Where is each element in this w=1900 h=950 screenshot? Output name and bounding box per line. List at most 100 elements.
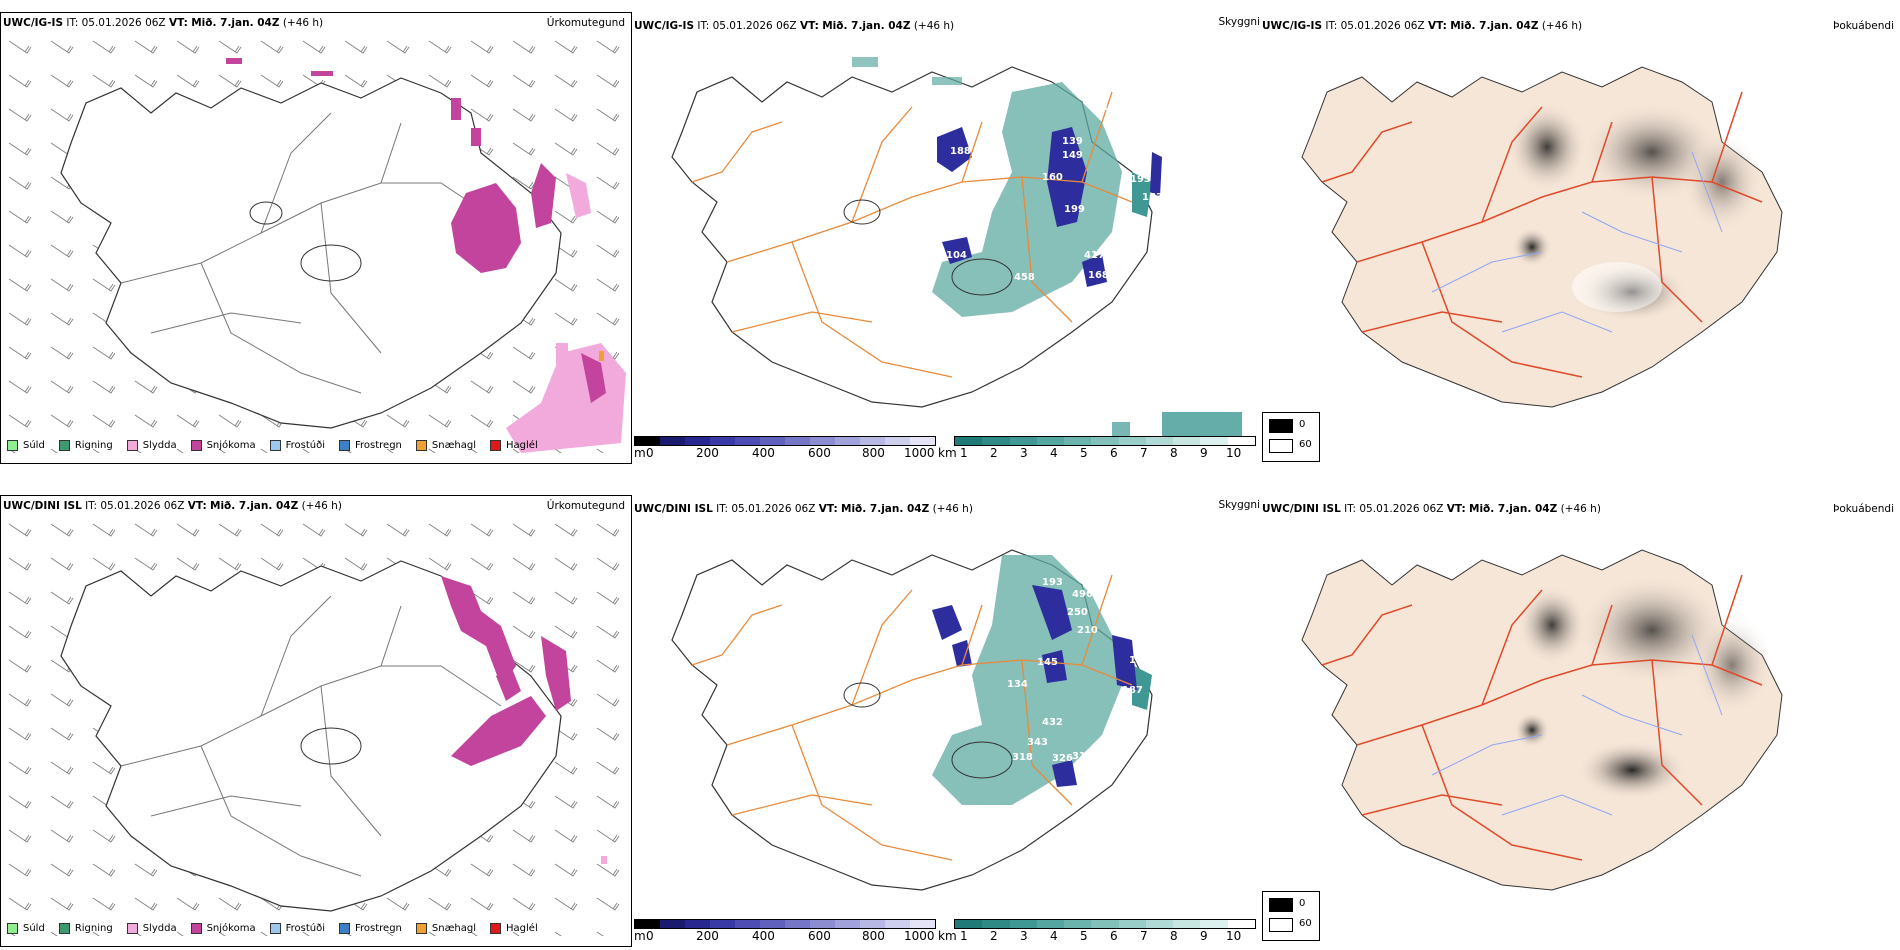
ceiling-panel-1: UWC/IG-IS IT: 05.01.2026 06Z VT: Mið. 7.… bbox=[632, 12, 1260, 464]
cbar-step bbox=[1145, 437, 1174, 445]
it-prefix: IT: bbox=[85, 500, 98, 512]
cloud-label-dark: 0 bbox=[1299, 419, 1306, 430]
vt-value: Mið. 7.jan. 04Z bbox=[191, 17, 280, 29]
fog-area bbox=[1517, 585, 1587, 665]
ceiling-label: 210 bbox=[1077, 625, 1098, 636]
cloud-swatch-dark bbox=[1269, 419, 1293, 433]
it-value: 05.01.2026 06Z bbox=[1359, 503, 1444, 515]
cbar-tick: 400 bbox=[752, 446, 775, 460]
precip-map-2 bbox=[1, 516, 631, 936]
cloud-swatch-light bbox=[1269, 439, 1293, 453]
vt-value: Mið. 7.jan. 04Z bbox=[1469, 503, 1558, 515]
cbar-step bbox=[1118, 437, 1146, 445]
cbar-tick: 5 bbox=[1080, 929, 1088, 943]
cbar-tick: 0 bbox=[646, 446, 654, 460]
snow-area bbox=[451, 696, 546, 766]
ceiling-label: 168 bbox=[1088, 270, 1109, 281]
legend-item: Frostregn bbox=[339, 923, 402, 934]
panel-header-1b: UWC/IG-IS IT: 05.01.2026 06Z VT: Mið. 7.… bbox=[634, 20, 954, 33]
cbar-step bbox=[810, 437, 835, 445]
precip-legend-1: Súld Rigning Slydda Snjókoma Frostúði Fr… bbox=[7, 440, 552, 451]
cbar-tick: 10 bbox=[1226, 929, 1242, 943]
cbar-step bbox=[1118, 920, 1146, 928]
panel-header-2a: UWC/DINI ISL IT: 05.01.2026 06Z VT: Mið.… bbox=[3, 500, 342, 513]
legend-swatch bbox=[190, 440, 202, 451]
cbar-step bbox=[982, 920, 1010, 928]
cbar-step bbox=[955, 437, 983, 445]
cbar-tick: 200 bbox=[696, 929, 719, 943]
legend-swatch bbox=[126, 923, 138, 934]
cbar-tick: 9 bbox=[1200, 446, 1208, 460]
ceiling-label: 160 bbox=[1042, 172, 1063, 183]
cbar-tick: 6 bbox=[1110, 446, 1118, 460]
cbar-step bbox=[835, 920, 860, 928]
cloud-map-1 bbox=[1301, 66, 1783, 408]
it-value: 05.01.2026 06Z bbox=[100, 500, 185, 512]
cbar-tick: 400 bbox=[752, 929, 775, 943]
glacier bbox=[843, 199, 881, 225]
lead-time: (+46 h) bbox=[301, 500, 342, 512]
cbar-step bbox=[910, 437, 935, 445]
cbar-step bbox=[982, 437, 1010, 445]
cbar-tick: 3 bbox=[1020, 929, 1028, 943]
cbar-step bbox=[1145, 920, 1174, 928]
legend-label: Frostregn bbox=[355, 440, 402, 451]
precip-title: Úrkomutegund bbox=[546, 500, 625, 512]
cbar-tick: 5 bbox=[1080, 446, 1088, 460]
cloud-swatch-dark bbox=[1269, 898, 1293, 912]
panel-header-2b: UWC/DINI ISL IT: 05.01.2026 06Z VT: Mið.… bbox=[634, 503, 973, 516]
ceiling-label: 432 bbox=[1042, 717, 1063, 728]
ceiling-label: 318 bbox=[1012, 752, 1033, 763]
cbar-step bbox=[685, 920, 710, 928]
glacier bbox=[300, 727, 362, 765]
cbar-step bbox=[685, 437, 710, 445]
legend-label: Frostregn bbox=[355, 923, 402, 934]
roads bbox=[691, 574, 1133, 861]
sleet-area bbox=[556, 343, 568, 383]
legend-item: Snjókoma bbox=[190, 440, 256, 451]
cloud-label-dark: 0 bbox=[1299, 898, 1306, 909]
ceiling-label: 326 bbox=[1052, 753, 1073, 764]
legend-label: Snjókoma bbox=[206, 923, 256, 934]
ceiling-label: 312 bbox=[1072, 751, 1093, 762]
row-2: UWC/DINI ISL IT: 05.01.2026 06Z VT: Mið.… bbox=[0, 487, 1900, 950]
ceiling-label: 187 bbox=[1122, 685, 1143, 696]
ceiling-label: 193 bbox=[1042, 577, 1063, 588]
visibility-area bbox=[1132, 665, 1152, 710]
glacier bbox=[951, 741, 1013, 779]
fog-area bbox=[1577, 740, 1687, 800]
ceiling-label: 125 bbox=[942, 712, 963, 723]
low-ceiling-area bbox=[952, 640, 972, 667]
ceiling-label: 188 bbox=[950, 146, 971, 157]
snow-area bbox=[471, 128, 481, 146]
ceiling-label: 250 bbox=[1067, 607, 1088, 618]
cbar-tick: 9 bbox=[1200, 929, 1208, 943]
it-prefix: IT: bbox=[716, 503, 729, 515]
cloud-label-light: 60 bbox=[1299, 918, 1312, 929]
legend-item: Snæhagl bbox=[415, 440, 476, 451]
cbar-step bbox=[660, 920, 685, 928]
cbar-tick: 600 bbox=[808, 446, 831, 460]
cbar-tick: 1000 bbox=[904, 446, 935, 460]
legend-item: Rigning bbox=[58, 923, 113, 934]
glacier bbox=[249, 201, 283, 225]
cloud-legend-2: 0 60 bbox=[1262, 891, 1320, 941]
ceiling-label: 213 bbox=[1102, 602, 1123, 613]
vt-prefix: VT: bbox=[1427, 20, 1447, 32]
model-name: UWC/DINI ISL bbox=[634, 503, 713, 515]
legend-item: Frostregn bbox=[339, 440, 402, 451]
ceiling-label: 149 bbox=[1062, 150, 1083, 161]
legend-label: Rigning bbox=[74, 440, 113, 451]
legend-item: Frostúði bbox=[269, 440, 325, 451]
cbar-step bbox=[885, 437, 910, 445]
snow-area bbox=[581, 353, 606, 403]
cbar-unit: m bbox=[634, 929, 646, 943]
cbar-step bbox=[810, 920, 835, 928]
ceiling-label: 163 bbox=[1142, 192, 1163, 203]
lead-time: (+46 h) bbox=[913, 20, 955, 32]
red-roads bbox=[1321, 574, 1763, 861]
vt-value: Mið. 7.jan. 04Z bbox=[822, 20, 911, 32]
precip-panel-2: UWC/DINI ISL IT: 05.01.2026 06Z VT: Mið.… bbox=[0, 495, 632, 947]
cbar-tick: 1000 bbox=[904, 929, 935, 943]
legend-swatch bbox=[58, 923, 70, 934]
